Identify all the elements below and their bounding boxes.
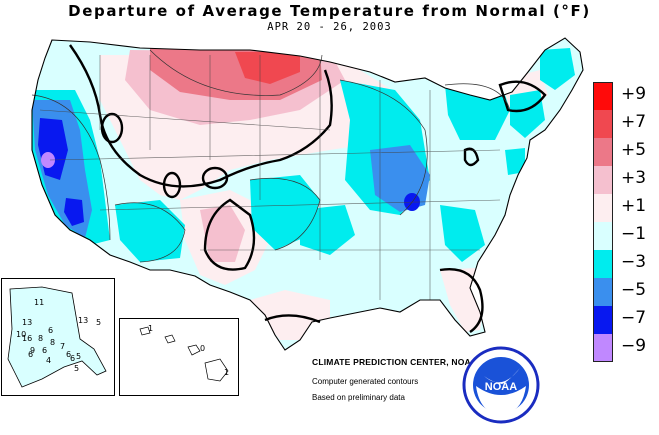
alaska-station-value: 6 <box>48 326 53 335</box>
legend-swatch <box>593 278 613 306</box>
map-subtitle: APR 20 - 26, 2003 <box>267 21 392 33</box>
alaska-station-value: 6 <box>66 350 71 359</box>
alaska-station-value: 4 <box>46 356 51 365</box>
hawaii-station-value: 1 <box>224 368 229 377</box>
alaska-station-value: 6 <box>70 354 75 363</box>
hawaii-station-value: 0 <box>200 344 205 353</box>
alaska-station-value: 6 <box>42 346 47 355</box>
noaa-logo-text: NOAA <box>485 381 517 393</box>
legend-swatch <box>593 110 613 138</box>
noaa-logo: NOAA <box>462 346 540 424</box>
legend-label: +9 <box>621 84 647 104</box>
alaska-station-value: 6 <box>28 350 33 359</box>
alaska-station-value: 8 <box>50 338 55 347</box>
alaska-station-value: 5 <box>76 352 81 361</box>
conus-outline <box>31 37 584 351</box>
legend-swatch <box>593 306 613 334</box>
alaska-station-value: 10 <box>16 330 26 339</box>
legend-label: +3 <box>621 168 647 188</box>
alaska-station-value: 13 <box>78 316 88 325</box>
legend-label: +5 <box>621 140 647 160</box>
state-boundaries <box>39 55 501 300</box>
alaska-station-value: 16 <box>22 334 32 343</box>
legend-swatch <box>593 222 613 250</box>
hawaii-station-value: 1 <box>148 324 153 333</box>
credit-line2: Based on preliminary data <box>312 393 405 402</box>
legend-label: −9 <box>621 336 647 356</box>
legend-label: +7 <box>621 112 647 132</box>
alaska-station-value: 7 <box>60 342 65 351</box>
hawaii-inset: 1 0 1 <box>119 318 239 396</box>
legend-swatch <box>593 138 613 166</box>
credit-line1: Computer generated contours <box>312 377 419 386</box>
alaska-station-value: 5 <box>96 318 101 327</box>
legend-swatch <box>593 250 613 278</box>
legend-swatch <box>593 194 613 222</box>
alaska-station-value: 13 <box>22 318 32 327</box>
hawaii-map: 1 0 1 <box>139 324 229 382</box>
alaska-station-value: 5 <box>74 364 79 373</box>
alaska-station-value: 9 <box>30 346 35 355</box>
legend-label: −1 <box>621 224 647 244</box>
alaska-station-value: 11 <box>34 298 44 307</box>
legend-label: −7 <box>621 308 647 328</box>
legend-label: −3 <box>621 252 647 272</box>
legend-swatch <box>593 334 613 362</box>
legend-label: +1 <box>621 196 647 216</box>
thin-contours <box>31 49 511 263</box>
map-title: Departure of Average Temperature from No… <box>68 2 591 20</box>
alaska-inset: 11 13 10 16 8 6 8 6 4 6 7 6 5 5 13 5 6 9 <box>1 278 115 396</box>
legend-swatch <box>593 82 613 110</box>
alaska-station-value: 8 <box>38 334 43 343</box>
legend-label: −5 <box>621 280 647 300</box>
legend-swatch <box>593 166 613 194</box>
credit-center: CLIMATE PREDICTION CENTER, NOAA <box>312 357 478 367</box>
